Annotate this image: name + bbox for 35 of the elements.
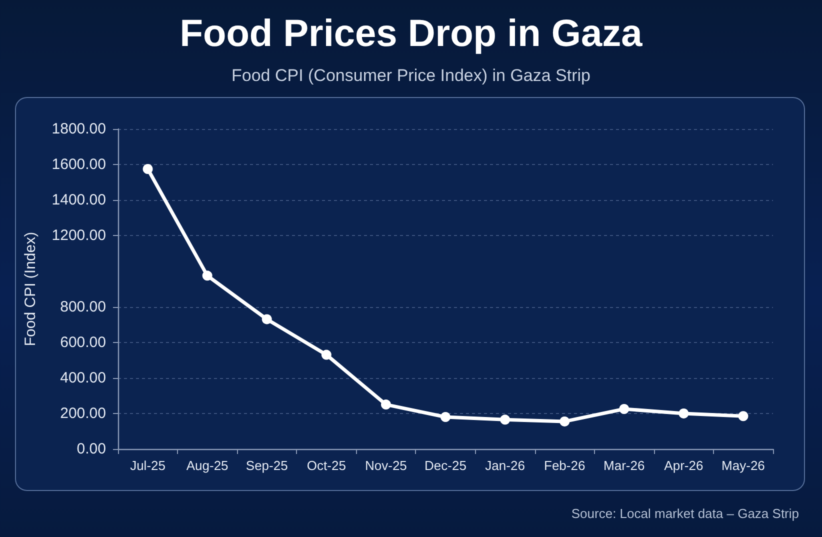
- x-tick-label: Mar-26: [604, 458, 645, 473]
- x-tick-label: Aug-25: [186, 458, 228, 473]
- x-tick-label: Jul-25: [130, 458, 166, 473]
- y-tick-label: 600.00: [60, 334, 106, 351]
- point: [678, 408, 689, 418]
- y-axis-title: Food CPI (Index): [22, 232, 39, 346]
- y-tick-label: 1800.00: [52, 120, 106, 138]
- point: [440, 412, 450, 422]
- point: [500, 414, 510, 425]
- y-tick-label: 800.00: [60, 298, 106, 316]
- x-tick-label: Sep-25: [246, 458, 288, 473]
- y-tick-label: 1200.00: [52, 227, 106, 244]
- point: [142, 164, 153, 174]
- x-tick-label: Nov-25: [364, 458, 407, 473]
- y-tick-label: 1600.00: [52, 156, 106, 174]
- x-tick-label: Jan-26: [485, 458, 525, 473]
- x-tick-label: Dec-25: [424, 458, 466, 473]
- point: [321, 350, 332, 360]
- y-tick-label: 0.00: [76, 440, 106, 458]
- source-note: Source: Local market data – Gaza Strip: [571, 506, 800, 521]
- x-tick-label: May-26: [722, 458, 765, 473]
- x-tick-label: Oct-25: [306, 458, 346, 473]
- chart-subtitle: Food CPI (Consumer Price Index) in Gaza Strip: [231, 66, 591, 85]
- point: [262, 314, 272, 324]
- point: [202, 270, 212, 281]
- y-tick-label: 200.00: [60, 404, 106, 422]
- chart-title: Food Prices Drop in Gaza: [180, 13, 644, 55]
- point: [380, 400, 391, 410]
- y-tick-label: 400.00: [60, 369, 106, 386]
- point: [738, 411, 748, 422]
- point: [560, 416, 570, 426]
- x-tick-label: Feb-26: [544, 458, 586, 473]
- point: [619, 404, 630, 414]
- y-tick-label: 1400.00: [52, 192, 106, 209]
- x-tick-label: Apr-26: [664, 458, 704, 473]
